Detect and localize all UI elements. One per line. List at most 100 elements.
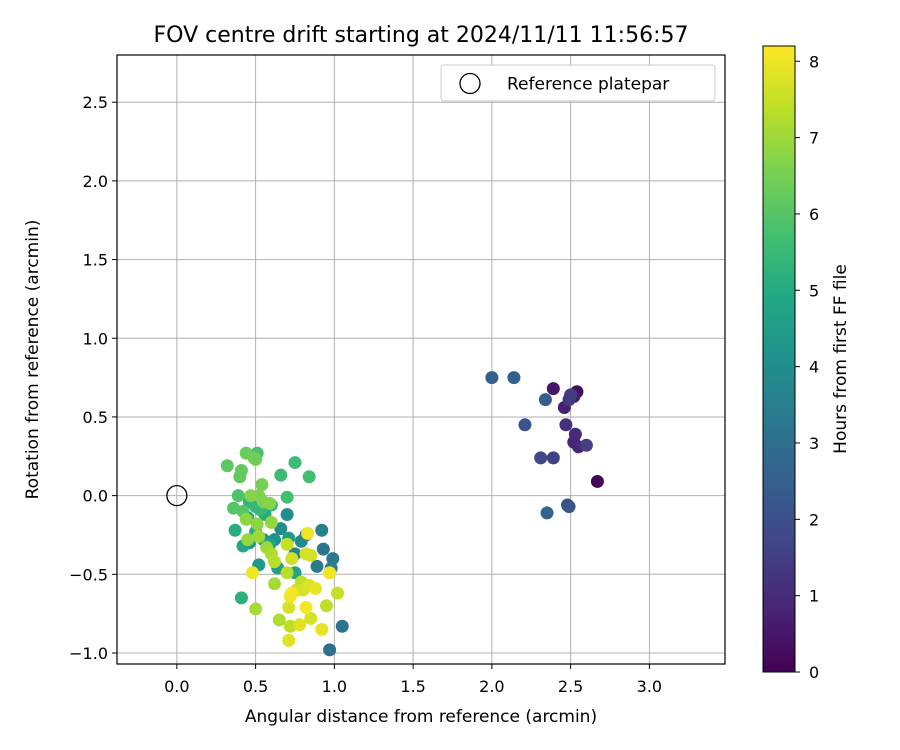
data-point [315,622,329,636]
data-point [244,489,258,503]
data-point [579,438,593,452]
y-tick-label: −0.5 [69,565,108,584]
data-point [310,559,324,573]
y-tick-label: 1.0 [83,329,108,348]
data-point [546,382,560,396]
legend-label: Reference platepar [507,75,669,95]
data-point [485,371,499,385]
data-point [316,542,330,556]
data-point [562,500,576,514]
x-tick-label: 0.5 [243,677,268,696]
data-point [538,393,552,407]
data-point [568,427,582,441]
data-points [220,371,604,657]
data-point [319,599,333,613]
data-point [559,418,573,432]
colorbar-tick-label: 1 [809,587,819,606]
chart-title: FOV centre drift starting at 2024/11/11 … [154,23,689,48]
data-point [534,451,548,465]
y-axis-label: Rotation from reference (arcmin) [23,220,43,500]
data-point [274,468,288,482]
data-point [299,547,313,561]
data-point [234,591,248,605]
colorbar-tick-label: 8 [809,52,819,71]
data-point [282,633,296,647]
data-point [255,478,269,492]
colorbar-tick-label: 0 [809,663,819,682]
data-point [280,537,294,551]
x-tick-label: 0.0 [164,677,189,696]
x-tick-label: 2.0 [479,677,504,696]
data-point [285,552,299,566]
data-point [590,474,604,488]
data-point [249,452,263,466]
data-point [263,496,277,510]
y-ticks: −1.0 −0.5 0.0 0.5 1.0 1.5 2.0 2.5 [69,93,117,663]
data-point [268,577,282,591]
legend: Reference platepar [440,64,716,102]
reference-marker [166,484,188,507]
x-axis-label: Angular distance from reference (arcmin) [245,707,597,727]
x-tick-label: 1.5 [400,677,425,696]
data-point [323,643,337,657]
data-point [228,523,242,537]
data-point [507,371,521,385]
y-tick-label: −1.0 [69,644,108,663]
colorbar-tick-label: 3 [809,434,819,453]
data-point [315,523,329,537]
data-point [234,463,248,477]
colorbar-ticks: 0 1 2 3 4 5 6 7 8 [795,52,819,682]
data-point [301,526,315,540]
data-point [540,506,554,520]
data-point [308,581,322,595]
data-point [252,530,266,544]
data-point [274,522,288,536]
data-point [220,459,234,473]
data-point [293,618,307,632]
y-tick-label: 1.5 [83,251,108,270]
data-point [250,517,264,531]
data-point [239,512,253,526]
x-ticks: 0.0 0.5 1.0 1.5 2.0 2.5 3.0 [164,664,662,696]
data-point [249,602,263,616]
data-point [302,470,316,484]
data-point [241,533,255,547]
y-tick-label: 2.0 [83,172,108,191]
data-point [272,613,286,627]
data-point [231,489,245,503]
data-point [564,388,578,402]
data-point [282,600,296,614]
data-point [299,600,313,614]
colorbar-gradient [762,45,796,673]
data-point [304,611,318,625]
data-point [245,566,259,580]
data-point [280,490,294,504]
data-point [268,555,282,569]
colorbar-tick-label: 5 [809,281,819,300]
x-tick-label: 2.5 [558,677,583,696]
data-point [323,566,337,580]
y-tick-label: 2.5 [83,93,108,112]
colorbar-label: Hours from first FF file [831,264,851,454]
colorbar-tick-label: 6 [809,205,819,224]
data-point [518,418,532,432]
colorbar-tick-label: 4 [809,358,819,377]
reference-point [166,484,188,507]
plot-frame [116,54,726,665]
data-point [331,586,345,600]
data-point [280,508,294,522]
colorbar-tick-label: 2 [809,510,819,529]
legend-box [440,64,716,102]
y-tick-label: 0.0 [83,487,108,506]
data-point [546,451,560,465]
y-tick-label: 0.5 [83,408,108,427]
data-point [288,456,302,470]
data-point [285,586,299,600]
x-tick-label: 3.0 [637,677,662,696]
data-point [280,566,294,580]
data-point [264,515,278,529]
x-tick-label: 1.0 [322,677,347,696]
legend-marker-reference [459,72,481,95]
gridlines [117,55,725,664]
